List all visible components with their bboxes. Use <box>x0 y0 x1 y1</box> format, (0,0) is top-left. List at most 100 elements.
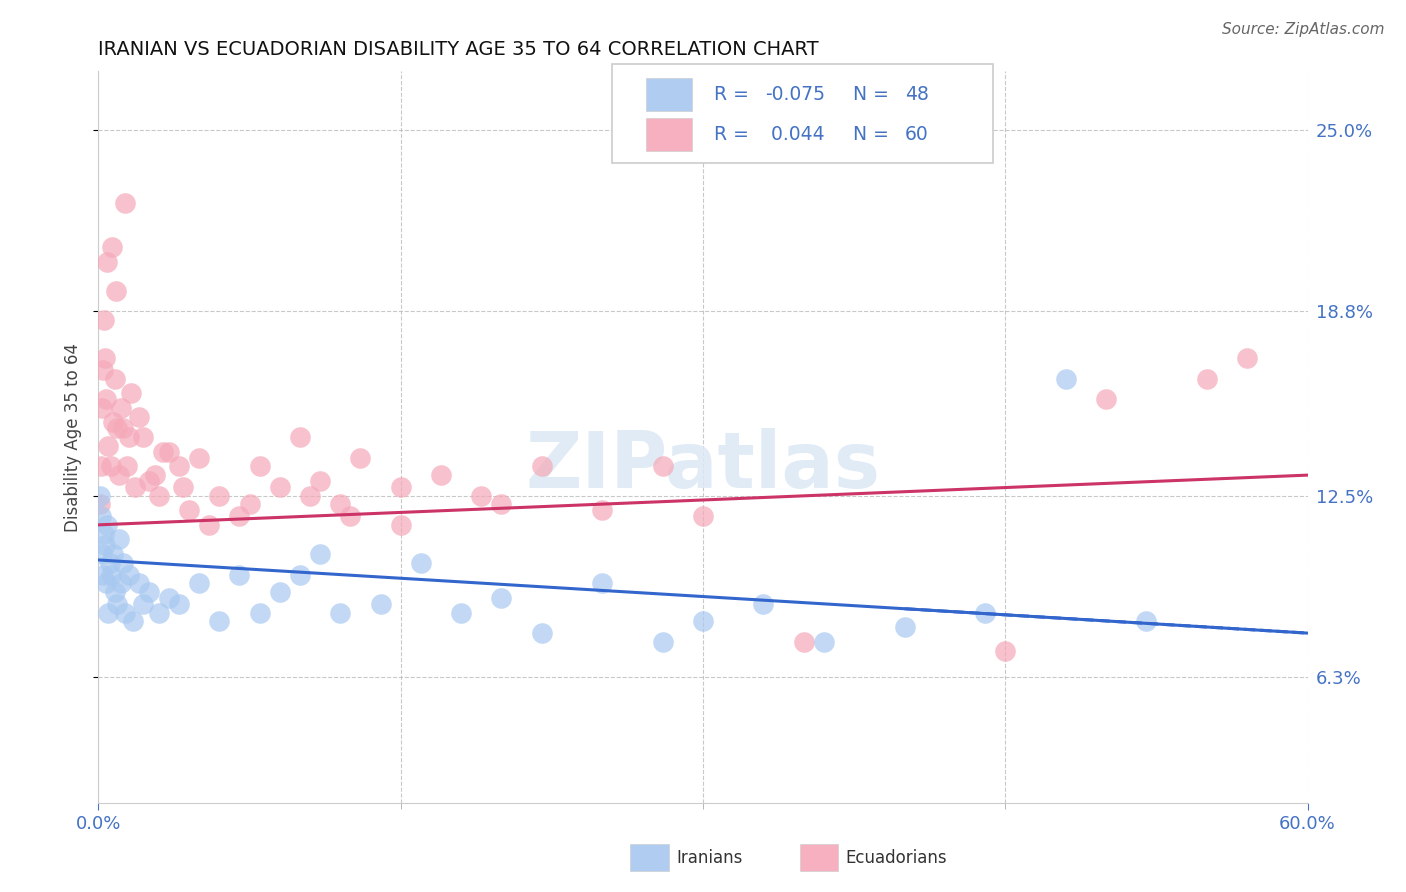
Point <box>96 576 118 591</box>
Point <box>752 597 775 611</box>
Point <box>96 392 118 406</box>
Point <box>157 591 180 605</box>
Point <box>114 606 136 620</box>
Point <box>93 363 115 377</box>
Point <box>974 606 997 620</box>
Text: R =: R = <box>714 125 755 144</box>
Point <box>188 450 211 465</box>
Point <box>208 489 231 503</box>
Point <box>692 615 714 629</box>
Point <box>105 421 128 435</box>
Point <box>132 597 155 611</box>
Point <box>409 556 432 570</box>
Point <box>651 459 673 474</box>
Point <box>249 459 271 474</box>
Point <box>121 615 143 629</box>
Point <box>104 284 127 298</box>
Point <box>208 615 231 629</box>
Point <box>994 643 1017 657</box>
Point <box>309 547 332 561</box>
Point <box>105 597 128 611</box>
Point <box>103 585 125 599</box>
Point <box>450 606 472 620</box>
Point <box>813 635 835 649</box>
Text: Ecuadorians: Ecuadorians <box>845 848 948 867</box>
Point <box>93 567 115 582</box>
Point <box>103 371 125 385</box>
Point <box>651 635 673 649</box>
Point <box>118 430 141 444</box>
Point <box>94 538 117 552</box>
FancyBboxPatch shape <box>647 78 692 112</box>
Point <box>198 517 221 532</box>
Point <box>91 401 114 415</box>
Point <box>530 626 553 640</box>
Point <box>530 459 553 474</box>
Text: -0.075: -0.075 <box>765 86 825 104</box>
Point <box>591 576 613 591</box>
Point <box>249 606 271 620</box>
Point <box>349 450 371 465</box>
Point <box>309 474 332 488</box>
Point <box>111 421 134 435</box>
Point <box>1095 392 1118 406</box>
Point <box>101 547 124 561</box>
Point <box>96 517 118 532</box>
Point <box>100 567 122 582</box>
Point <box>89 489 111 503</box>
Point <box>339 509 361 524</box>
Point <box>94 351 117 365</box>
Point <box>172 480 194 494</box>
Point <box>1054 371 1077 385</box>
Point <box>228 567 250 582</box>
Point <box>389 480 412 494</box>
FancyBboxPatch shape <box>800 845 838 871</box>
Point <box>97 606 120 620</box>
Point <box>100 459 122 474</box>
Point <box>124 480 146 494</box>
Point <box>138 474 160 488</box>
Point <box>1195 371 1218 385</box>
Point <box>100 240 122 254</box>
Text: IRANIAN VS ECUADORIAN DISABILITY AGE 35 TO 64 CORRELATION CHART: IRANIAN VS ECUADORIAN DISABILITY AGE 35 … <box>98 39 820 59</box>
Point <box>101 416 124 430</box>
Point <box>329 497 352 511</box>
Point <box>167 459 190 474</box>
Point <box>91 547 114 561</box>
Point <box>157 444 180 458</box>
Point <box>329 606 352 620</box>
Point <box>167 597 190 611</box>
Point <box>591 503 613 517</box>
Text: R =: R = <box>714 86 755 104</box>
Point <box>299 489 322 503</box>
Point <box>138 585 160 599</box>
Point <box>128 409 150 424</box>
Point <box>115 459 138 474</box>
Point <box>118 567 141 582</box>
Point <box>269 480 291 494</box>
FancyBboxPatch shape <box>630 845 669 871</box>
Text: N =: N = <box>853 125 894 144</box>
Point <box>793 635 815 649</box>
Point <box>93 313 115 327</box>
Text: Source: ZipAtlas.com: Source: ZipAtlas.com <box>1222 22 1385 37</box>
Text: N =: N = <box>853 86 894 104</box>
Point <box>114 196 136 211</box>
Point <box>107 468 129 483</box>
Point <box>692 509 714 524</box>
Text: 60: 60 <box>905 125 929 144</box>
Point <box>389 517 412 532</box>
Point <box>239 497 262 511</box>
Point <box>98 556 121 570</box>
Y-axis label: Disability Age 35 to 64: Disability Age 35 to 64 <box>65 343 83 532</box>
Text: 0.044: 0.044 <box>765 125 824 144</box>
Point <box>97 439 120 453</box>
Point <box>132 430 155 444</box>
FancyBboxPatch shape <box>613 64 993 163</box>
Text: ZIPatlas: ZIPatlas <box>526 428 880 504</box>
Point <box>128 576 150 591</box>
Point <box>1236 351 1258 365</box>
Point <box>148 606 170 620</box>
Point <box>288 567 311 582</box>
Point <box>120 386 142 401</box>
